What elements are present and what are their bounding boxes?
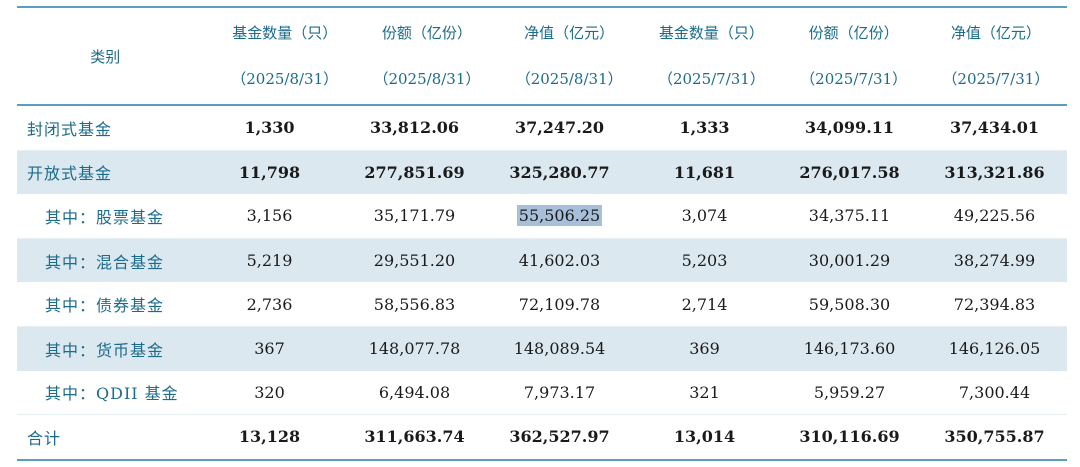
header-col-6-date: （2025/7/31） <box>942 70 1050 88</box>
cell-nav-aug: 325,280.77 <box>509 162 610 182</box>
cell-shares-jul: 34,375.11 <box>808 206 891 226</box>
cell-shares-jul: 5,959.27 <box>813 382 886 402</box>
header-col-6-label: 净值（亿元） <box>950 24 1041 42</box>
cell-shares-aug: 311,663.74 <box>364 427 465 447</box>
row-category: 其中：股票基金 <box>45 207 165 227</box>
cell-fund-count-aug: 1,330 <box>244 118 295 138</box>
table-row: 其中：QDII 基金 320 6,494.08 7,973.17 321 5,9… <box>17 371 1067 416</box>
cell-shares-aug: 29,551.20 <box>373 251 456 271</box>
cell-shares-aug: 33,812.06 <box>369 118 460 138</box>
table-row: 其中：货币基金 367 148,077.78 148,089.54 369 14… <box>17 326 1067 371</box>
cell-nav-aug: 148,089.54 <box>513 339 606 359</box>
table-row: 开放式基金 11,798 277,851.69 325,280.77 11,68… <box>17 150 1067 195</box>
cell-shares-jul: 30,001.29 <box>808 251 891 271</box>
cell-nav-jul: 37,434.01 <box>949 118 1040 138</box>
table-row: 其中：债券基金 2,736 58,556.83 72,109.78 2,714 … <box>17 282 1067 327</box>
header-col-1-date: （2025/8/31） <box>231 70 339 88</box>
cell-fund-count-jul: 11,681 <box>673 162 736 182</box>
header-col-2: 份额（亿份） （2025/8/31） <box>356 23 498 89</box>
cell-shares-jul: 34,099.11 <box>804 118 895 138</box>
header-col-5-date: （2025/7/31） <box>800 70 908 88</box>
header-col-4-label: 基金数量（只） <box>658 24 764 42</box>
cell-fund-count-aug: 3,156 <box>246 206 293 226</box>
cell-shares-jul: 310,116.69 <box>799 427 900 447</box>
cell-nav-jul: 350,755.87 <box>944 427 1045 447</box>
cell-fund-count-jul: 3,074 <box>681 206 728 226</box>
table-row-total: 合计 13,128 311,663.74 362,527.97 13,014 3… <box>17 415 1067 461</box>
table-row: 封闭式基金 1,330 33,812.06 37,247.20 1,333 34… <box>17 106 1067 151</box>
header-col-1-label: 基金数量（只） <box>232 24 338 42</box>
cell-shares-aug: 148,077.78 <box>368 339 461 359</box>
table-header: 类别 基金数量（只） （2025/8/31） 份额（亿份） （2025/8/31… <box>17 6 1067 106</box>
cell-fund-count-aug: 5,219 <box>246 251 293 271</box>
header-col-3: 净值（亿元） （2025/8/31） <box>498 23 640 89</box>
cell-nav-jul: 72,394.83 <box>953 294 1036 314</box>
cell-fund-count-jul: 1,333 <box>679 118 730 138</box>
cell-fund-count-aug: 2,736 <box>246 294 293 314</box>
header-col-5: 份额（亿份） （2025/7/31） <box>783 23 925 89</box>
row-category: 其中：QDII 基金 <box>45 384 179 404</box>
header-col-3-date: （2025/8/31） <box>515 70 623 88</box>
header-category: 类别 <box>90 47 121 66</box>
table-row: 其中：股票基金 3,156 35,171.79 55,506.25 3,074 … <box>17 194 1067 239</box>
header-col-4-date: （2025/7/31） <box>657 70 765 88</box>
cell-fund-count-jul: 2,714 <box>681 294 728 314</box>
row-category: 封闭式基金 <box>27 119 113 139</box>
fund-statistics-table: 类别 基金数量（只） （2025/8/31） 份额（亿份） （2025/8/31… <box>17 6 1067 461</box>
cell-fund-count-jul: 13,014 <box>673 427 736 447</box>
cell-shares-jul: 276,017.58 <box>799 162 900 182</box>
table-row: 其中：混合基金 5,219 29,551.20 41,602.03 5,203 … <box>17 238 1067 283</box>
cell-shares-aug: 6,494.08 <box>378 382 451 402</box>
cell-fund-count-jul: 369 <box>689 339 720 359</box>
cell-shares-aug: 58,556.83 <box>373 294 456 314</box>
header-col-1: 基金数量（只） （2025/8/31） <box>214 23 356 89</box>
cell-fund-count-aug: 320 <box>254 382 285 402</box>
cell-fund-count-aug: 11,798 <box>238 162 301 182</box>
cell-shares-jul: 146,173.60 <box>803 339 896 359</box>
cell-fund-count-aug: 13,128 <box>238 427 301 447</box>
cell-nav-jul: 38,274.99 <box>953 251 1036 271</box>
cell-nav-aug: 37,247.20 <box>514 118 605 138</box>
cell-nav-aug: 362,527.97 <box>509 427 610 447</box>
header-col-2-label: 份额（亿份） <box>381 24 472 42</box>
cell-nav-aug: 41,602.03 <box>518 251 601 271</box>
header-col-5-label: 份额（亿份） <box>808 24 899 42</box>
cell-nav-aug: 72,109.78 <box>518 294 601 314</box>
header-col-4: 基金数量（只） （2025/7/31） <box>640 23 782 89</box>
row-category: 开放式基金 <box>27 164 113 184</box>
selected-text-highlight[interactable]: 55,506.25 <box>516 205 603 227</box>
cell-nav-aug: 7,973.17 <box>523 382 596 402</box>
header-col-3-label: 净值（亿元） <box>524 24 615 42</box>
row-category: 其中：货币基金 <box>45 340 165 360</box>
cell-shares-jul: 59,508.30 <box>808 294 891 314</box>
cell-fund-count-jul: 321 <box>689 382 720 402</box>
header-col-6: 净值（亿元） （2025/7/31） <box>925 23 1067 89</box>
cell-nav-jul: 146,126.05 <box>948 339 1041 359</box>
cell-fund-count-jul: 5,203 <box>681 251 728 271</box>
cell-nav-aug: 55,506.25 <box>487 205 632 227</box>
cell-shares-aug: 277,851.69 <box>364 162 465 182</box>
cell-nav-jul: 313,321.86 <box>944 162 1045 182</box>
cell-nav-jul: 49,225.56 <box>953 206 1036 226</box>
row-category: 合计 <box>27 428 62 448</box>
row-category: 其中：债券基金 <box>45 296 165 316</box>
cell-fund-count-aug: 367 <box>254 339 285 359</box>
row-category: 其中：混合基金 <box>45 252 165 272</box>
cell-nav-jul: 7,300.44 <box>958 382 1031 402</box>
header-col-2-date: （2025/8/31） <box>373 70 481 88</box>
cell-shares-aug: 35,171.79 <box>373 206 456 226</box>
